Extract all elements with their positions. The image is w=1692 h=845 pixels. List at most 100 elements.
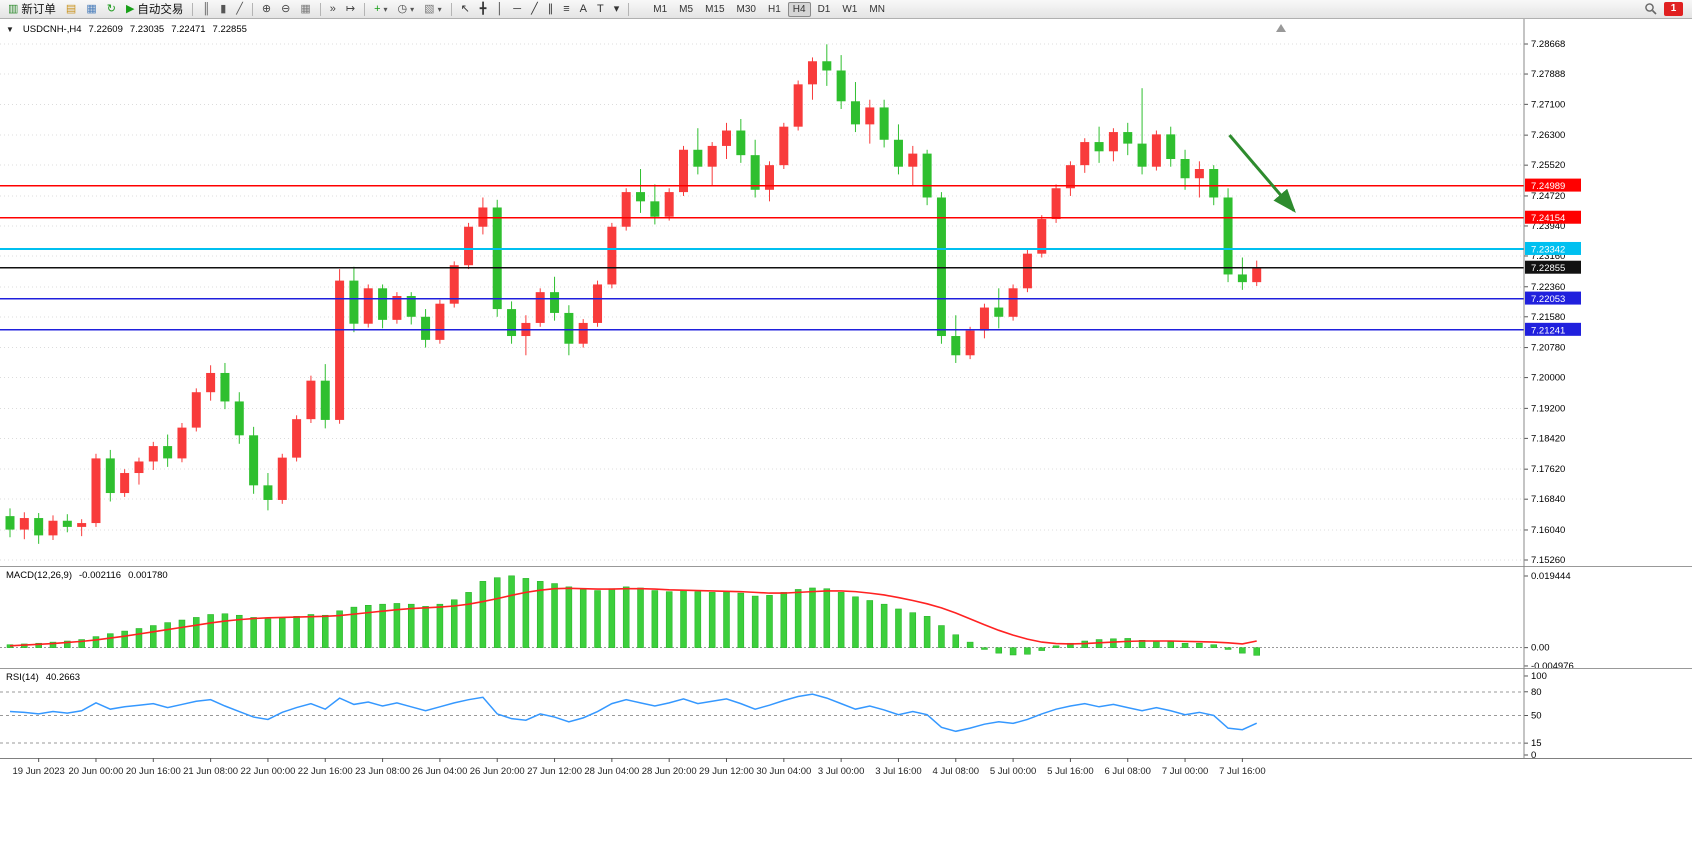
equidistant-channel-button[interactable]: ∥	[544, 1, 558, 17]
auto-scroll-icon: »	[329, 3, 336, 15]
svg-text:7.20780: 7.20780	[1531, 343, 1565, 354]
text-button[interactable]: A	[576, 1, 591, 17]
svg-text:15: 15	[1531, 738, 1542, 749]
svg-text:20 Jun 00:00: 20 Jun 00:00	[69, 766, 124, 777]
svg-text:7.24989: 7.24989	[1531, 181, 1565, 192]
svg-text:28 Jun 04:00: 28 Jun 04:00	[584, 766, 639, 777]
refresh-icon: ↻	[106, 3, 116, 15]
ohlc-close: 7.22855	[212, 24, 247, 35]
horizontal-line-button[interactable]: ─	[509, 1, 525, 17]
timeframe-m15-button[interactable]: M15	[700, 2, 729, 17]
svg-text:3 Jul 16:00: 3 Jul 16:00	[875, 766, 921, 777]
text-icon: A	[579, 3, 587, 15]
toolbar-separator	[251, 2, 253, 16]
svg-text:3 Jul 00:00: 3 Jul 00:00	[818, 766, 864, 777]
timeframe-m5-button[interactable]: M5	[674, 2, 698, 17]
svg-text:7.21241: 7.21241	[1531, 325, 1565, 336]
ohlc-high: 7.23035	[129, 24, 165, 35]
notification-badge[interactable]: 1	[1664, 2, 1683, 16]
refresh-button[interactable]: ↻	[103, 1, 120, 17]
timeframe-w1-button[interactable]: W1	[837, 2, 862, 17]
svg-text:-0.004976: -0.004976	[1531, 661, 1574, 668]
timeframe-h1-button[interactable]: H1	[763, 2, 786, 17]
indicators-add-button[interactable]: + ▾	[370, 1, 391, 17]
bar-chart-button[interactable]: ║	[198, 1, 214, 17]
vertical-line-button[interactable]: │	[492, 1, 507, 17]
arrows-dropdown-button[interactable]: ▾	[610, 1, 624, 17]
auto-trading-button[interactable]: ▶ 自动交易	[122, 1, 187, 17]
svg-text:7.23940: 7.23940	[1531, 221, 1565, 232]
svg-text:7.27100: 7.27100	[1531, 99, 1565, 110]
panel-divider-macd[interactable]	[0, 564, 1692, 568]
templates-button[interactable]: ▧ ▾	[420, 1, 445, 17]
crosshair-button[interactable]: ╋	[476, 1, 491, 17]
toolbar-separator	[364, 2, 366, 16]
toolbar-separator	[319, 2, 321, 16]
svg-text:7.23160: 7.23160	[1531, 251, 1565, 262]
svg-text:80: 80	[1531, 687, 1542, 698]
svg-text:0.00: 0.00	[1531, 643, 1550, 654]
profiles-button[interactable]: ▦	[82, 1, 100, 17]
svg-text:29 Jun 12:00: 29 Jun 12:00	[699, 766, 754, 777]
rsi-panel-canvas[interactable]: 100 80 50 150	[0, 668, 1692, 758]
ohlc-open: 7.22609	[88, 24, 123, 35]
main-chart-canvas[interactable]: 7.28668 7.27888 7.27100 7.26300 7.25520 7.247…	[0, 19, 1692, 566]
search-icon[interactable]	[1644, 2, 1658, 16]
svg-text:22 Jun 16:00: 22 Jun 16:00	[298, 766, 353, 777]
timeframe-d1-button[interactable]: D1	[813, 2, 836, 17]
timeframe-m30-button[interactable]: M30	[732, 2, 761, 17]
svg-text:7.25520: 7.25520	[1531, 160, 1565, 171]
auto-scroll-button[interactable]: »	[326, 1, 340, 17]
arrows-dropdown-icon: ▾	[613, 3, 620, 15]
bar-chart-icon: ║	[202, 3, 211, 15]
new-order-label: 新订单	[21, 4, 56, 16]
macd-signal-value: 0.001780	[128, 570, 168, 581]
auto-trading-label: 自动交易	[137, 4, 184, 16]
svg-text:28 Jun 20:00: 28 Jun 20:00	[642, 766, 697, 777]
timeframe-mn-button[interactable]: MN	[864, 2, 890, 17]
time-axis[interactable]: 19 Jun 2023 20 Jun 00:00 20 Jun 16:00 21 Ju…	[0, 758, 1692, 782]
trendline-button[interactable]: ╱	[527, 1, 542, 17]
rsi-header: RSI(14) 40.2663	[6, 672, 80, 683]
line-chart-button[interactable]: ╱	[232, 1, 247, 17]
tile-windows-button[interactable]: ▦	[296, 1, 314, 17]
svg-text:7 Jul 00:00: 7 Jul 00:00	[1162, 766, 1208, 777]
svg-text:7.18420: 7.18420	[1531, 433, 1565, 444]
templates-caret-icon: ▾	[437, 4, 442, 14]
svg-text:0: 0	[1531, 750, 1536, 758]
panel-divider-rsi[interactable]	[0, 666, 1692, 670]
svg-text:5 Jul 00:00: 5 Jul 00:00	[990, 766, 1036, 777]
cursor-button[interactable]: ↖	[457, 1, 474, 17]
text-label-button[interactable]: T	[593, 1, 608, 17]
cursor-icon: ↖	[460, 3, 470, 15]
rsi-value: 40.2663	[45, 672, 81, 683]
ohlc-collapse-icon[interactable]: ▼	[6, 25, 14, 34]
zoom-in-icon: ⊕	[261, 3, 272, 15]
chart-shift-icon: ↦	[345, 3, 356, 15]
candlestick-chart-button[interactable]: ▮	[216, 1, 230, 17]
chart-shift-button[interactable]: ↦	[342, 1, 359, 17]
svg-text:21 Jun 08:00: 21 Jun 08:00	[183, 766, 238, 777]
line-chart-icon: ╱	[236, 3, 243, 15]
timeframe-h4-button[interactable]: H4	[787, 1, 811, 17]
svg-text:7.20000: 7.20000	[1531, 373, 1565, 384]
svg-text:6 Jul 08:00: 6 Jul 08:00	[1104, 766, 1150, 777]
svg-text:7.16040: 7.16040	[1531, 525, 1565, 536]
zoom-out-button[interactable]: ⊖	[277, 1, 294, 17]
macd-panel-canvas[interactable]: 0.019444 0.00 -0.004976	[0, 566, 1692, 668]
new-order-button[interactable]: ▥ 新订单	[4, 1, 60, 17]
timeframe-m1-button[interactable]: M1	[648, 2, 672, 17]
zoom-out-icon: ⊖	[281, 3, 291, 15]
macd-title: MACD(12,26,9)	[6, 570, 72, 581]
svg-text:27 Jun 12:00: 27 Jun 12:00	[527, 766, 582, 777]
indicators-add-caret-icon: ▾	[383, 4, 388, 14]
svg-text:7 Jul 16:00: 7 Jul 16:00	[1219, 766, 1265, 777]
vertical-line-icon: │	[496, 3, 504, 15]
svg-text:30 Jun 04:00: 30 Jun 04:00	[756, 766, 811, 777]
chart-window-button[interactable]: ▤	[62, 1, 80, 17]
zoom-in-button[interactable]: ⊕	[258, 1, 275, 17]
periods-button[interactable]: ◷ ▾	[394, 1, 419, 17]
svg-text:22 Jun 00:00: 22 Jun 00:00	[240, 766, 295, 777]
fibonacci-button[interactable]: ≡	[559, 1, 573, 17]
